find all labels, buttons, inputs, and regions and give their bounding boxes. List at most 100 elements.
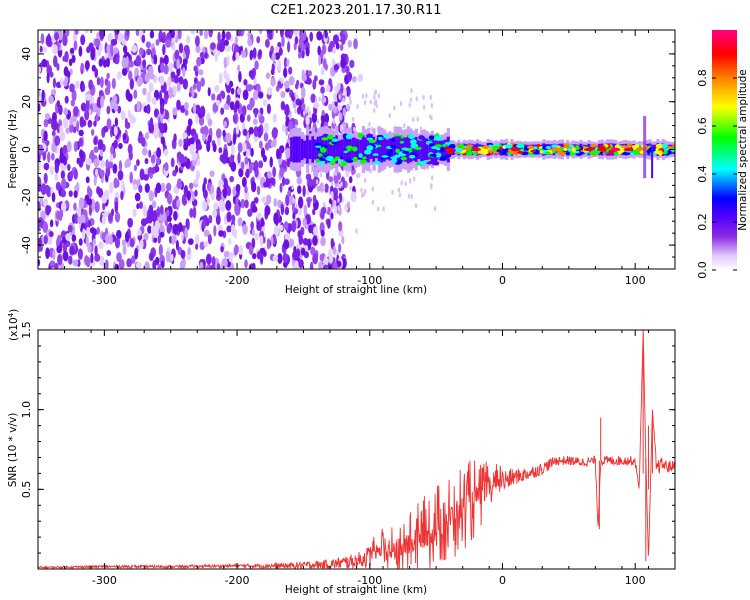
heat-cell — [85, 176, 90, 184]
heat-cell — [45, 34, 52, 46]
heat-cell — [343, 150, 349, 154]
heat-cell — [148, 190, 154, 202]
heat-cell — [225, 82, 232, 94]
heat-cell — [381, 155, 389, 158]
heat-cell — [154, 220, 161, 231]
heat-cell — [272, 113, 277, 123]
heat-cell — [51, 152, 55, 161]
heat-cell — [321, 93, 325, 106]
heat-cell — [105, 233, 110, 245]
heat-cell — [571, 147, 576, 153]
heat-cell — [215, 214, 221, 226]
heat-cell — [313, 102, 320, 109]
heat-cell — [187, 247, 191, 255]
heat-cell — [323, 113, 330, 124]
heat-cell — [291, 184, 294, 190]
heat-cell — [168, 87, 173, 94]
heat-cell — [102, 202, 106, 211]
heat-cell — [280, 101, 286, 111]
heat-cell — [349, 59, 355, 69]
heat-cell — [368, 121, 371, 127]
heat-cell — [362, 156, 367, 160]
heat-cell — [77, 214, 84, 225]
heat-cell — [157, 235, 161, 244]
heat-cell — [388, 113, 391, 119]
snr-y-ticks: 0.5 1.0 1.5 — [20, 321, 675, 554]
heat-cell — [207, 118, 213, 127]
heat-cell — [141, 34, 146, 44]
x-tick-label: -100 — [357, 274, 382, 287]
heat-cell — [238, 167, 244, 178]
heat-cell — [342, 97, 345, 103]
heat-cell — [361, 93, 365, 99]
heat-cell — [318, 79, 325, 86]
heat-cell — [170, 71, 176, 79]
heat-cell — [283, 67, 288, 78]
heat-cell — [214, 84, 220, 93]
heat-cell — [332, 204, 335, 210]
heat-cell — [283, 239, 290, 250]
x-tick-label: -100 — [357, 574, 382, 587]
heat-cell — [418, 161, 425, 166]
heat-cell — [177, 30, 182, 40]
heat-cell — [408, 134, 415, 139]
heat-cell — [145, 216, 150, 224]
heat-cell — [213, 225, 217, 237]
heat-cell — [527, 145, 534, 149]
heat-cell — [182, 132, 188, 139]
heat-cell — [194, 35, 200, 47]
heat-cell — [295, 243, 301, 251]
heat-cell — [345, 86, 351, 97]
heat-cell — [530, 149, 537, 153]
y-tick-label: 40 — [20, 47, 33, 61]
heat-cell — [173, 74, 179, 84]
heat-cell — [46, 72, 50, 84]
heat-cell — [254, 166, 259, 178]
heat-cell — [422, 148, 428, 154]
heat-cell — [85, 99, 90, 112]
heat-cell — [112, 163, 118, 174]
x-tick-label: -300 — [92, 274, 117, 287]
heat-cell — [99, 76, 104, 89]
heat-cell — [414, 203, 418, 209]
heat-cell — [232, 186, 237, 197]
heat-cell — [234, 244, 239, 255]
heat-cell — [40, 183, 47, 196]
heat-cell — [368, 139, 376, 144]
heat-cell — [305, 47, 310, 57]
heat-cell — [407, 147, 413, 153]
heat-cell — [357, 132, 364, 139]
heat-cell — [305, 115, 310, 126]
heat-cell — [325, 84, 331, 93]
heat-cell — [124, 231, 130, 243]
heat-cell — [321, 137, 329, 141]
heat-cell — [125, 88, 131, 101]
heat-cell — [297, 185, 302, 194]
heat-cell — [281, 35, 285, 48]
heat-cell — [148, 149, 152, 158]
heat-cell — [230, 224, 236, 236]
heat-cell — [252, 47, 257, 59]
heat-cell — [218, 42, 225, 53]
heat-cell — [165, 182, 172, 192]
heat-cell — [575, 145, 580, 151]
heat-cell — [124, 160, 128, 169]
spectrogram-y-label: Frequency (Hz) — [7, 109, 19, 188]
colorbar — [712, 30, 737, 270]
heat-cell — [216, 186, 221, 198]
heat-cell — [295, 203, 298, 209]
heat-cell — [49, 260, 56, 267]
heat-cell — [230, 262, 235, 269]
heat-cell — [371, 186, 375, 192]
heat-cell — [226, 94, 231, 106]
heat-cell — [505, 144, 513, 149]
heat-cell — [316, 119, 320, 125]
heat-cell — [199, 51, 205, 59]
heat-cell — [289, 30, 294, 37]
heat-cell — [235, 196, 239, 207]
snr-panel: -300 -200 -100 0 100 0.5 1.0 1.5 Height of str… — [7, 309, 676, 596]
heat-cell — [292, 250, 298, 261]
heat-cell — [258, 160, 264, 169]
heat-cell — [447, 151, 453, 155]
heat-cell — [545, 146, 552, 150]
